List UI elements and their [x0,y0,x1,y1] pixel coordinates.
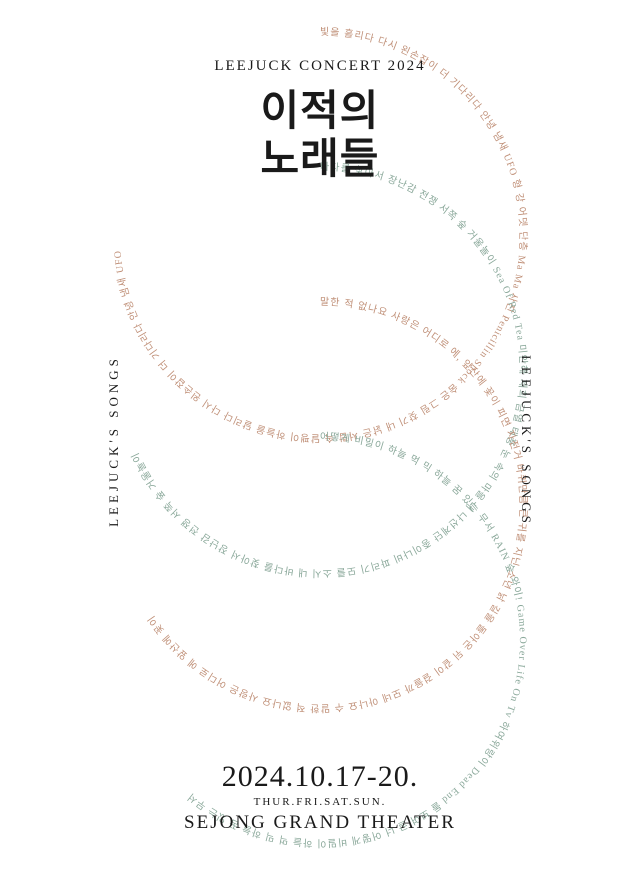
side-label-left: LEEJUCK'S SONGS [106,355,122,527]
main-title: 이적의 노래들 [0,88,640,185]
title-line-2: 노래들 [261,137,380,183]
date-line: 2024.10.17-20. [0,760,640,794]
days-line: THUR.FRI.SAT.SUN. [0,796,640,808]
venue-line: SEJONG GRAND THEATER [0,812,640,834]
poster-container: 빛을 흘리다 다시 왼손잡이 더 기다리다 안녕 냄새 UFO 형 강 어뎃 단… [0,0,640,882]
concert-header: LEEJUCK CONCERT 2024 [0,58,640,75]
bottom-info-block: 2024.10.17-20. THUR.FRI.SAT.SUN. SEJONG … [0,760,640,834]
title-line-1: 이적의 [261,89,380,135]
side-label-right: LEEJUCK'S SONGS [518,355,534,527]
